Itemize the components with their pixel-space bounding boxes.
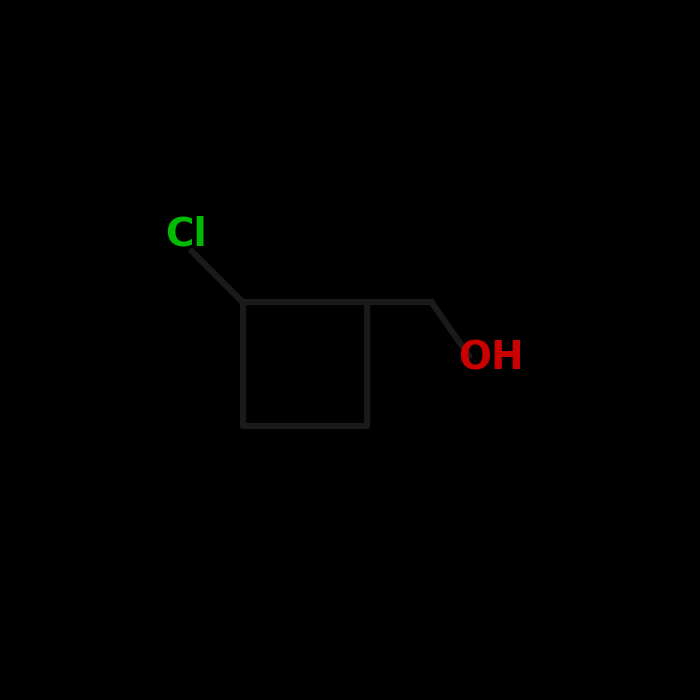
Text: Cl: Cl (165, 216, 207, 254)
Text: OH: OH (458, 340, 524, 378)
